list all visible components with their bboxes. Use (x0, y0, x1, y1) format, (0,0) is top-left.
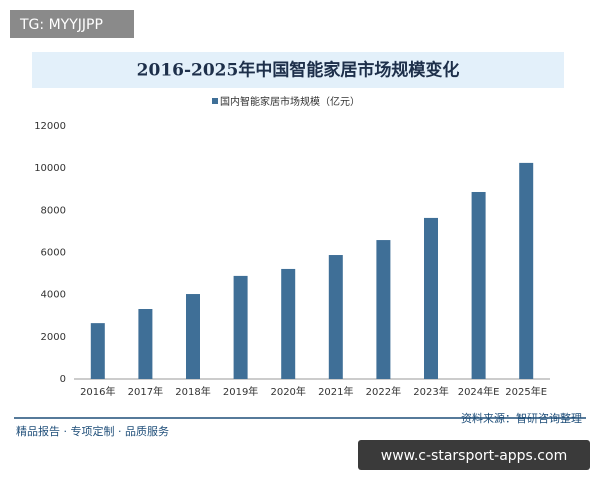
bar (186, 294, 200, 379)
bar (424, 217, 438, 379)
legend-label: 国内智能家居市场规模（亿元） (220, 95, 360, 108)
y-tick-label: 10000 (34, 163, 66, 174)
bar (233, 275, 248, 379)
x-tick-label: 2017年 (128, 385, 163, 398)
url-box (358, 440, 590, 470)
footer-source: 资料来源：智研咨询整理 (461, 411, 582, 425)
x-tick-label: 2018年 (175, 385, 210, 398)
x-tick-label: 2025年E (505, 385, 547, 398)
x-tick-label: 2024年E (458, 385, 500, 398)
x-tick-label: 2016年 (80, 385, 115, 398)
bar (90, 323, 105, 379)
y-tick-label: 12000 (34, 121, 66, 132)
x-tick-label: 2022年 (366, 385, 401, 398)
tag: TG: MYYJJPP (19, 17, 103, 33)
bar (519, 162, 534, 379)
x-tick-label: 2019年 (223, 385, 258, 398)
y-tick-label: 6000 (41, 248, 66, 259)
url: www.c-starsport-apps.com (381, 448, 567, 464)
tag-box (10, 10, 134, 38)
y-tick-label: 0 (60, 374, 66, 385)
title-box (32, 52, 564, 88)
x-tick-label: 2020年 (270, 385, 305, 398)
y-tick-label: 4000 (41, 290, 66, 301)
footer-slogan: 精品报告 · 专项定制 · 品质服务 (16, 424, 169, 438)
legend-swatch (212, 98, 218, 104)
y-tick-label: 2000 (41, 332, 66, 343)
bar (281, 268, 296, 379)
bar (138, 309, 153, 379)
bar (376, 240, 391, 379)
x-tick-label: 2023年 (413, 385, 448, 398)
bar (471, 191, 486, 379)
y-tick-label: 8000 (41, 205, 66, 216)
chart-title: 2016-2025年中国智能家居市场规模变化 (137, 60, 460, 81)
x-tick-label: 2021年 (318, 385, 353, 398)
bar (328, 255, 343, 379)
